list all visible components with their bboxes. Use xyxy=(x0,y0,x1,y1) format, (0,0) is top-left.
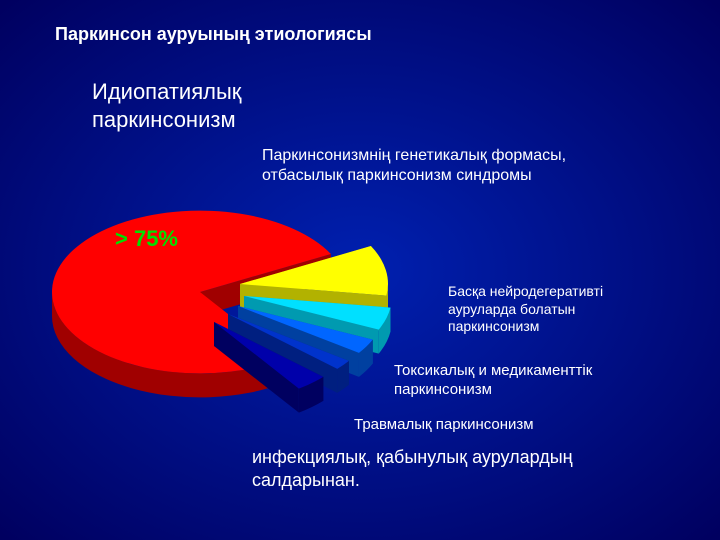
label-infect: инфекциялық, қабынулық аурулардың салдар… xyxy=(252,446,573,491)
label-genetic: Паркинсонизмнің генетикалық формасы, отб… xyxy=(262,146,566,186)
slide-root: Паркинсон ауруының этиологиясы > 75% Иди… xyxy=(0,0,720,540)
label-idiopathic: Идиопатиялық паркинсонизм xyxy=(92,78,241,133)
label-trauma: Травмалық паркинсонизм xyxy=(354,416,534,435)
label-toxic: Токсикалық и медикаменттік паркинсонизм xyxy=(394,362,592,400)
pie-main-percent-label: > 75% xyxy=(115,226,178,252)
label-neurodeg: Басқа нейродегеративті ауруларда болатын… xyxy=(448,283,603,336)
